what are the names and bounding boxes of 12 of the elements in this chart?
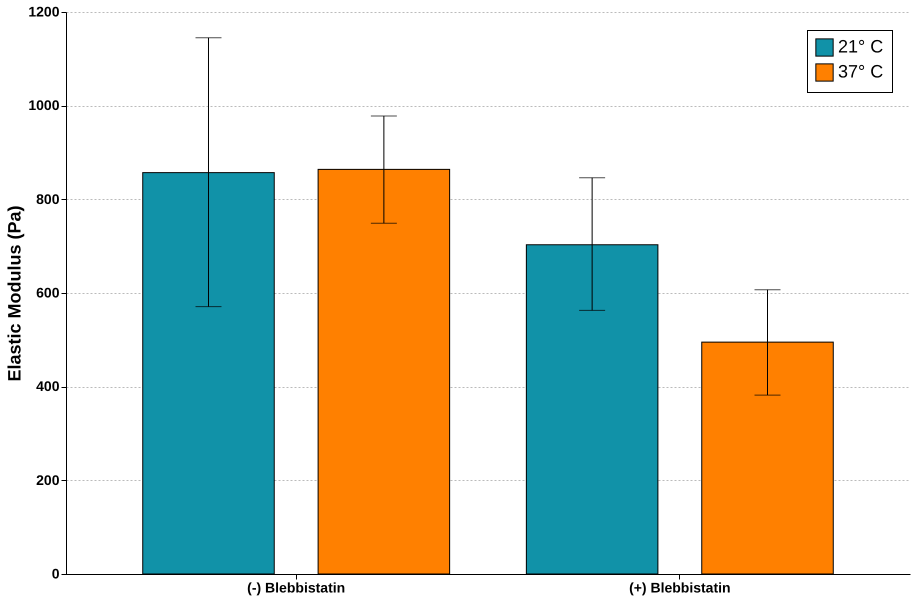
y-tick-label: 800 xyxy=(36,190,60,207)
y-tick-label: 200 xyxy=(36,472,60,488)
y-tick-label: 600 xyxy=(36,284,60,300)
legend-label: 21° C xyxy=(838,36,884,56)
x-tick-label: (+) Blebbistatin xyxy=(629,580,731,596)
y-axis-title: Elastic Modulus (Pa) xyxy=(4,205,24,382)
y-tick-label: 0 xyxy=(52,566,60,582)
y-tick-label: 1000 xyxy=(28,97,60,114)
legend-label: 37° C xyxy=(838,62,884,82)
x-tick-label: (-) Blebbistatin xyxy=(247,580,346,596)
y-tick-label: 1200 xyxy=(28,4,60,20)
y-tick-label: 400 xyxy=(36,378,60,394)
